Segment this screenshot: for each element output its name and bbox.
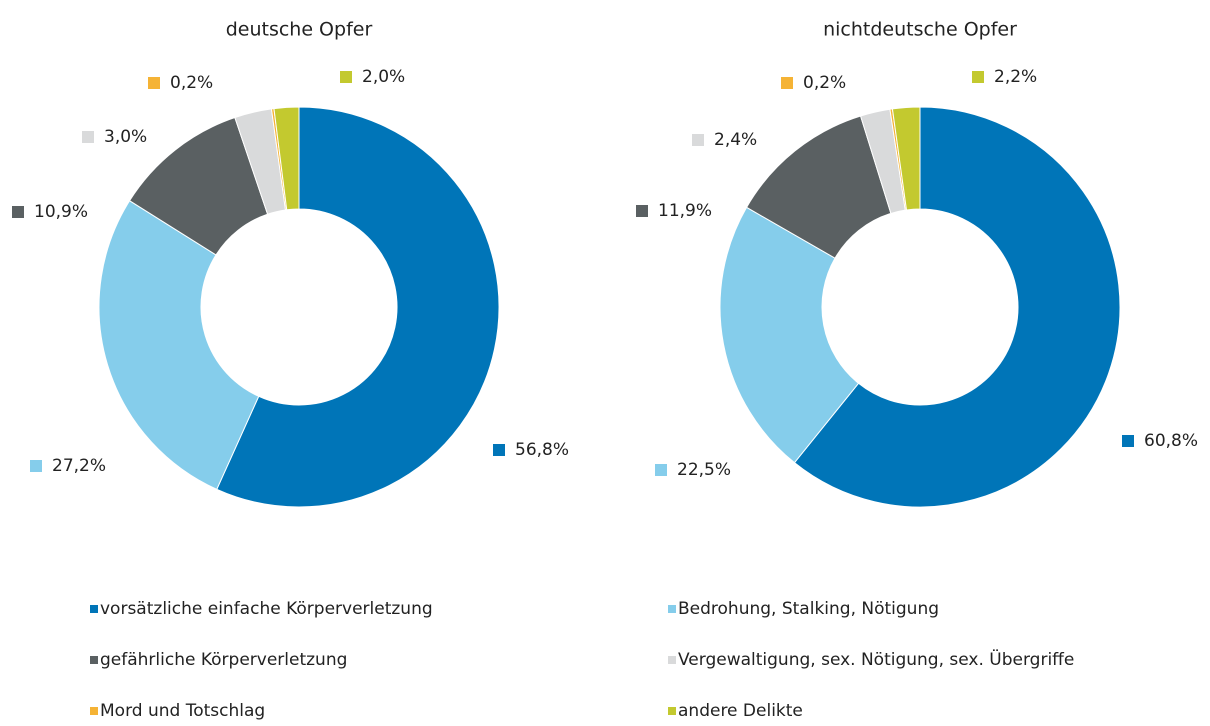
data-label: 60,8%	[1144, 431, 1198, 451]
donut-segment	[216, 106, 500, 508]
label-swatch	[781, 77, 793, 89]
label-swatch	[636, 205, 648, 217]
donut-segment	[273, 106, 300, 211]
data-label: 11,9%	[658, 201, 712, 221]
data-label: 56,8%	[515, 440, 569, 460]
legend-swatch	[90, 707, 98, 715]
legend-label: vorsätzliche einfache Körperverletzung	[100, 599, 433, 619]
label-swatch	[12, 206, 24, 218]
label-swatch	[493, 444, 505, 456]
chart-title: deutsche Opfer	[226, 19, 373, 41]
legend-swatch	[668, 656, 676, 664]
donut-segment	[719, 206, 860, 464]
label-swatch	[148, 77, 160, 89]
label-swatch	[972, 71, 984, 83]
label-swatch	[1122, 435, 1134, 447]
legend-swatch	[90, 656, 98, 664]
donut-segment	[98, 200, 260, 490]
data-label: 3,0%	[104, 127, 147, 147]
legend-label: Mord und Totschlag	[100, 701, 265, 721]
donut-segment	[793, 106, 1121, 508]
legend-swatch	[668, 707, 676, 715]
label-swatch	[340, 71, 352, 83]
data-label: 10,9%	[34, 202, 88, 222]
donut-segment	[891, 106, 921, 211]
chart-title: nichtdeutsche Opfer	[823, 19, 1017, 41]
data-label: 2,2%	[994, 67, 1037, 87]
data-label: 2,0%	[362, 67, 405, 87]
legend-label: gefährliche Körperverletzung	[100, 650, 347, 670]
data-label: 0,2%	[803, 73, 846, 93]
label-swatch	[655, 464, 667, 476]
legend-swatch	[90, 605, 98, 613]
label-swatch	[82, 131, 94, 143]
data-label: 27,2%	[52, 456, 106, 476]
legend-label: Bedrohung, Stalking, Nötigung	[678, 599, 939, 619]
label-swatch	[30, 460, 42, 472]
data-label: 22,5%	[677, 460, 731, 480]
legend-label: Vergewaltigung, sex. Nötigung, sex. Über…	[678, 648, 1074, 670]
data-label: 2,4%	[714, 130, 757, 150]
legend-label: andere Delikte	[678, 701, 803, 721]
label-swatch	[692, 134, 704, 146]
legend-swatch	[668, 605, 676, 613]
data-label: 0,2%	[170, 73, 213, 93]
